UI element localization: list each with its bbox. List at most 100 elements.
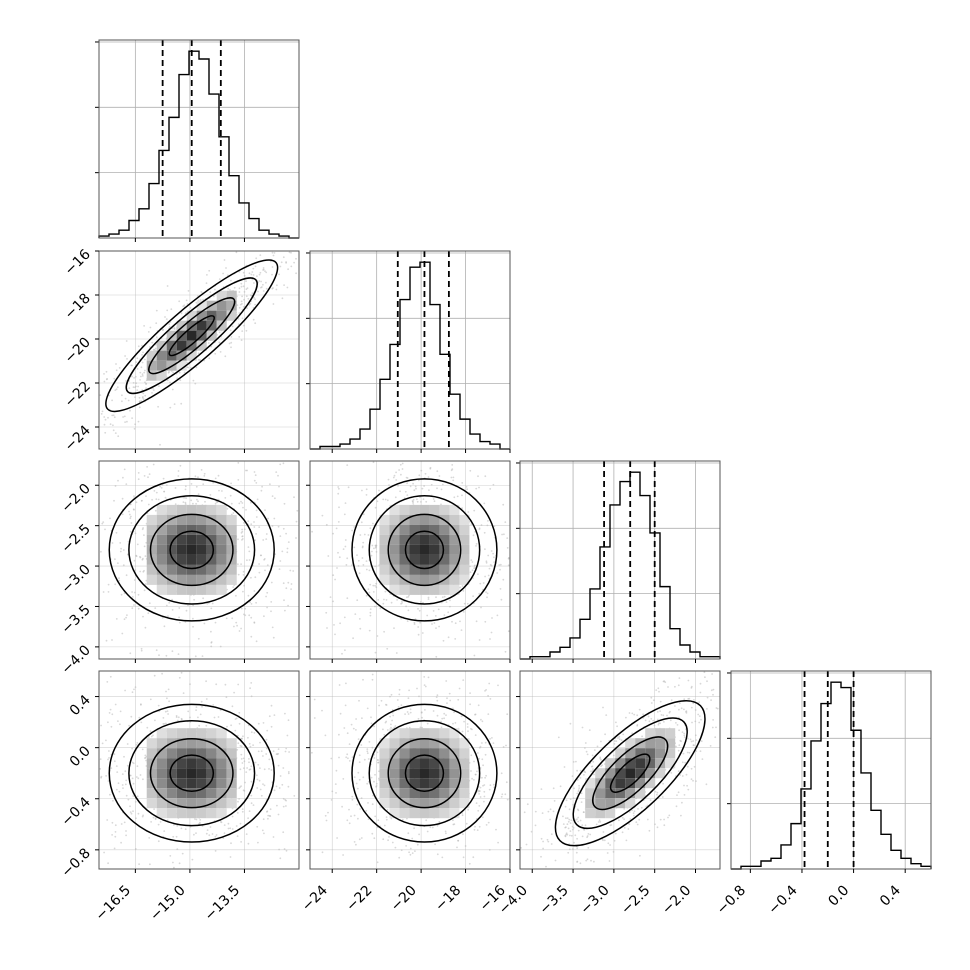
density-cell bbox=[176, 534, 187, 545]
density-cell bbox=[429, 544, 440, 555]
scatter-point bbox=[173, 866, 175, 869]
scatter-point bbox=[488, 682, 491, 685]
scatter-point bbox=[194, 818, 196, 820]
scatter-point bbox=[222, 272, 225, 275]
scatter-point bbox=[377, 819, 380, 822]
scatter-point bbox=[424, 685, 427, 688]
scatter-point bbox=[583, 811, 585, 814]
scatter-point bbox=[457, 698, 460, 701]
scatter-point bbox=[335, 792, 337, 794]
scatter-point bbox=[138, 400, 141, 403]
x-tick-label: 0.0 bbox=[825, 883, 852, 910]
scatter-point bbox=[154, 607, 157, 609]
scatter-point bbox=[670, 699, 673, 701]
scatter-point bbox=[155, 309, 158, 312]
scatter-point bbox=[559, 785, 562, 788]
density-cell bbox=[216, 778, 227, 789]
scatter-point bbox=[680, 707, 683, 710]
density-cell bbox=[176, 524, 187, 535]
scatter-point bbox=[357, 817, 359, 820]
scatter-point bbox=[137, 812, 140, 815]
scatter-point bbox=[121, 400, 123, 403]
scatter-point bbox=[180, 717, 183, 720]
scatter-point bbox=[182, 305, 185, 308]
scatter-point bbox=[237, 462, 240, 464]
x-tick-label: −3.5 bbox=[537, 883, 572, 918]
scatter-point bbox=[125, 779, 128, 782]
scatter-point bbox=[409, 711, 412, 714]
scatter-point bbox=[279, 265, 282, 268]
scatter-point bbox=[574, 834, 577, 837]
scatter-point bbox=[100, 550, 102, 553]
scatter-point bbox=[483, 784, 486, 786]
density-cell bbox=[186, 350, 197, 361]
scatter-point bbox=[147, 476, 149, 479]
scatter-point bbox=[243, 291, 246, 293]
scatter-point bbox=[261, 286, 263, 288]
scatter-point bbox=[377, 761, 379, 764]
scatter-point bbox=[477, 752, 479, 754]
scatter-point bbox=[449, 599, 451, 602]
density-cell bbox=[389, 544, 400, 555]
scatter-point bbox=[214, 850, 217, 852]
scatter-point bbox=[668, 814, 671, 817]
scatter-point bbox=[221, 490, 223, 492]
scatter-point bbox=[227, 822, 230, 825]
scatter-point bbox=[576, 837, 578, 840]
scatter-point bbox=[709, 745, 712, 747]
scatter-point bbox=[675, 805, 678, 808]
scatter-point bbox=[367, 588, 370, 591]
scatter-point bbox=[232, 586, 235, 588]
scatter-point bbox=[178, 676, 181, 679]
scatter-point bbox=[388, 836, 390, 838]
scatter-point bbox=[180, 402, 183, 405]
density-cell bbox=[156, 748, 167, 759]
scatter-point bbox=[250, 501, 252, 504]
scatter-point bbox=[337, 492, 340, 495]
x-tick-label: −13.5 bbox=[202, 883, 244, 925]
scatter-point bbox=[268, 758, 271, 761]
density-cell bbox=[379, 544, 390, 555]
scatter-point bbox=[143, 545, 146, 548]
scatter-point bbox=[631, 712, 634, 715]
scatter-point bbox=[131, 417, 134, 419]
scatter-point bbox=[383, 630, 385, 633]
scatter-point bbox=[373, 757, 376, 759]
density-cell bbox=[186, 320, 197, 331]
scatter-point bbox=[195, 485, 198, 488]
scatter-point bbox=[273, 714, 276, 716]
scatter-point bbox=[171, 388, 174, 391]
density-cell bbox=[409, 554, 420, 565]
scatter-point bbox=[358, 778, 361, 781]
scatter-point bbox=[367, 802, 369, 804]
scatter-point bbox=[325, 523, 328, 526]
y-tick-label: −24 bbox=[62, 422, 94, 454]
scatter-point bbox=[120, 823, 123, 825]
scatter-point bbox=[427, 476, 430, 478]
scatter-point bbox=[174, 503, 177, 506]
scatter-point bbox=[141, 748, 144, 751]
scatter-point bbox=[167, 713, 170, 715]
scatter-point bbox=[168, 601, 171, 604]
scatter-point bbox=[506, 713, 509, 716]
density-cell bbox=[146, 798, 157, 809]
scatter-point bbox=[660, 714, 663, 716]
scatter-point bbox=[346, 753, 349, 756]
scatter-point bbox=[149, 730, 152, 733]
scatter-point bbox=[202, 597, 205, 600]
scatter-point bbox=[124, 770, 127, 773]
scatter-point bbox=[129, 503, 132, 506]
scatter-point bbox=[262, 722, 265, 724]
scatter-point bbox=[421, 487, 424, 490]
scatter-point bbox=[165, 654, 168, 657]
scatter-point bbox=[487, 574, 490, 577]
scatter-point bbox=[454, 622, 457, 625]
density-cell bbox=[595, 798, 606, 809]
scatter-point bbox=[483, 800, 485, 803]
scatter-point bbox=[155, 336, 158, 339]
density-cell bbox=[226, 798, 237, 809]
scatter-point bbox=[460, 629, 463, 631]
scatter-point bbox=[677, 749, 680, 752]
scatter-point bbox=[148, 837, 151, 839]
scatter-point bbox=[398, 856, 401, 859]
